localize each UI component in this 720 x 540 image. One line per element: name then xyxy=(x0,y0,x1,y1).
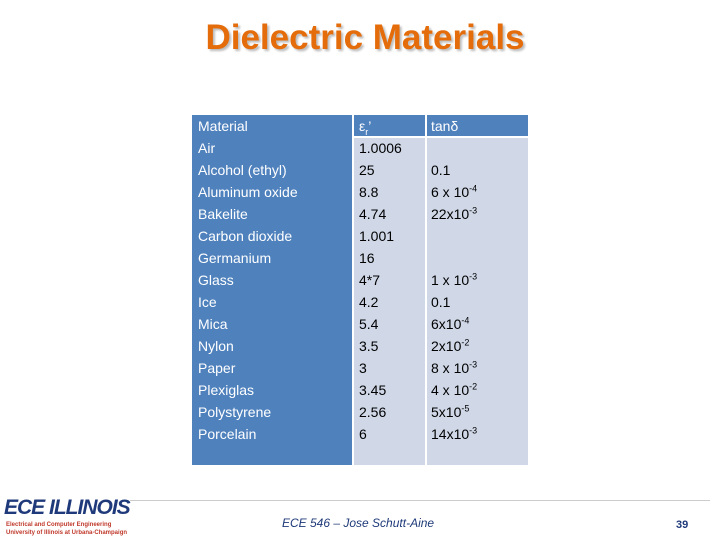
cell: 3 xyxy=(359,360,367,376)
footer-course: ECE 546 – Jose Schutt-Aine xyxy=(282,516,435,530)
superscript: -4 xyxy=(469,183,478,194)
cell: 2.56 xyxy=(359,404,387,420)
text: 8 x 10 xyxy=(431,360,470,376)
text: 2x10 xyxy=(431,338,462,354)
cell: 4.2 xyxy=(359,294,379,310)
cell: 5x10-5 xyxy=(431,403,469,421)
subscript: r xyxy=(365,126,369,137)
text: 5x10 xyxy=(431,404,462,420)
header-cell: Material xyxy=(198,118,248,134)
cell: 16 xyxy=(359,250,375,266)
text: 6x10 xyxy=(431,316,462,332)
cell: Porcelain xyxy=(198,426,257,442)
slide-title: Dielectric Materials xyxy=(205,18,525,57)
cell: Air xyxy=(198,140,216,156)
superscript: -4 xyxy=(461,315,470,326)
cell: 4.74 xyxy=(359,206,387,222)
cell: 1 x 10-3 xyxy=(431,271,477,289)
cell: Aluminum oxide xyxy=(198,184,298,200)
cell: 6 x 10-4 xyxy=(431,183,477,201)
col2-head xyxy=(354,115,425,136)
col2-body xyxy=(354,138,425,465)
col3-body xyxy=(427,138,528,465)
cell: 4*7 xyxy=(359,272,381,288)
cell: Carbon dioxide xyxy=(198,228,293,244)
cell: 14x10-3 xyxy=(431,425,477,443)
superscript: -5 xyxy=(461,403,470,414)
cell: Alcohol (ethyl) xyxy=(198,162,287,178)
logo-line: University of Illinois at Urbana-Champai… xyxy=(6,530,128,536)
cell: 3.5 xyxy=(359,338,379,354)
col3-head xyxy=(427,115,528,136)
cell: Glass xyxy=(198,272,234,288)
superscript: -3 xyxy=(469,271,478,282)
text: 4 x 10 xyxy=(431,382,470,398)
cell: 4 x 10-2 xyxy=(431,381,477,399)
header-cell: εr’ xyxy=(359,117,372,137)
cell: Plexiglas xyxy=(198,382,255,398)
cell: Ice xyxy=(198,294,217,310)
logo: ECE ILLINOIS xyxy=(4,496,131,519)
cell: 6x10-4 xyxy=(431,315,469,333)
cell: Bakelite xyxy=(198,206,248,222)
cell: Polystyrene xyxy=(198,404,272,420)
page-number: 39 xyxy=(676,519,689,531)
cell: 2x10-2 xyxy=(431,337,469,355)
header-cell: tanδ xyxy=(431,118,459,134)
cell: 25 xyxy=(359,162,375,178)
footer-rule xyxy=(130,500,710,501)
superscript: -2 xyxy=(461,337,470,348)
superscript: -3 xyxy=(469,425,478,436)
superscript: -2 xyxy=(469,381,478,392)
text: ε xyxy=(359,118,366,134)
cell: 8 x 10-3 xyxy=(431,359,477,377)
cell: 8.8 xyxy=(359,184,379,200)
cell: 0.1 xyxy=(431,162,451,178)
cell: Mica xyxy=(198,316,228,332)
cell: 1.001 xyxy=(359,228,395,244)
col1-bg xyxy=(192,115,352,465)
cell: 5.4 xyxy=(359,316,379,332)
superscript: -3 xyxy=(469,205,478,216)
text: 1 x 10 xyxy=(431,272,470,288)
superscript: -3 xyxy=(469,359,478,370)
cell: 0.1 xyxy=(431,294,451,310)
cell: 6 xyxy=(359,426,367,442)
cell: 1.0006 xyxy=(359,140,402,156)
cell: Paper xyxy=(198,360,236,376)
text: 22x10 xyxy=(431,206,470,222)
text: 14x10 xyxy=(431,426,470,442)
cell: 3.45 xyxy=(359,382,387,398)
cell: Nylon xyxy=(198,338,234,354)
cell: Germanium xyxy=(198,250,272,266)
logo-line: Electrical and Computer Engineering xyxy=(6,522,112,528)
cell: 22x10-3 xyxy=(431,205,477,223)
text: ’ xyxy=(368,118,372,134)
text: 6 x 10 xyxy=(431,184,470,200)
